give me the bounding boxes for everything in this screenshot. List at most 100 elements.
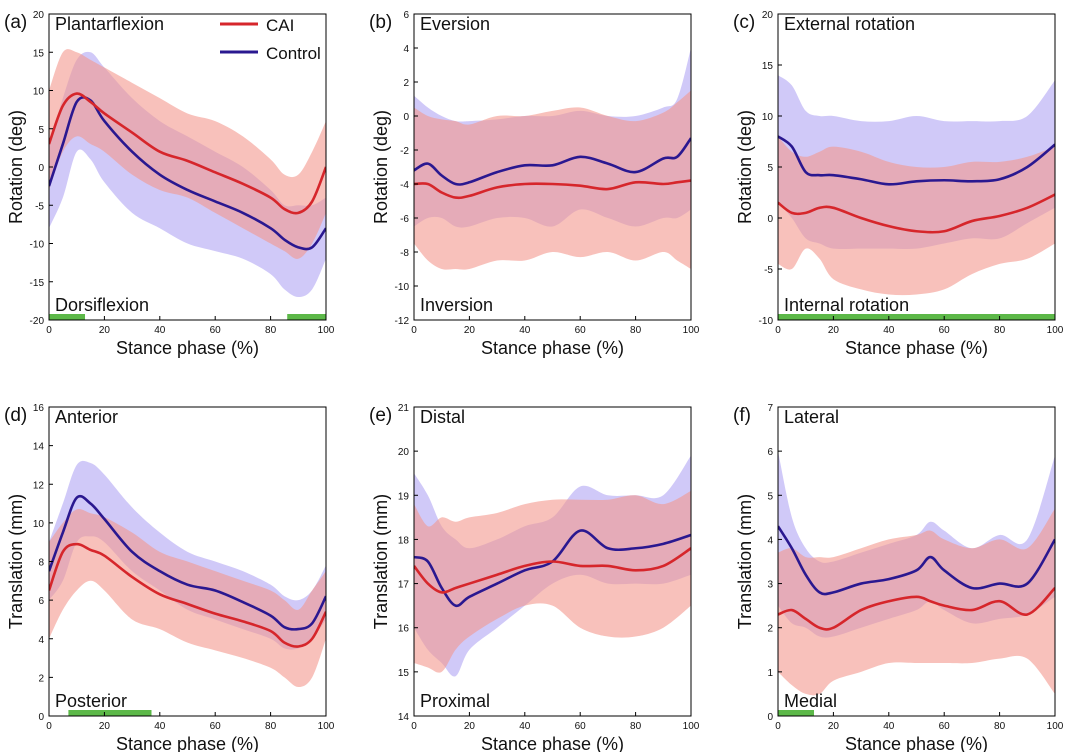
- x-tick-label: 100: [1047, 325, 1064, 336]
- plot-area: [414, 48, 691, 270]
- x-tick-label: 20: [99, 721, 111, 732]
- y-tick-label: -12: [395, 316, 410, 327]
- y-tick-label: -5: [764, 265, 773, 276]
- x-tick-label: 100: [318, 721, 335, 732]
- x-tick-label: 0: [775, 325, 781, 336]
- bottom-direction-label: Dorsiflexion: [55, 295, 149, 315]
- x-tick-label: 80: [630, 325, 642, 336]
- y-tick-label: -5: [35, 201, 44, 212]
- x-tick-label: 40: [154, 721, 166, 732]
- band-cai: [49, 508, 326, 688]
- axes-frame: [777, 406, 1056, 717]
- x-tick-label: 0: [46, 721, 52, 732]
- top-direction-label: External rotation: [784, 14, 915, 34]
- x-tick-label: 40: [519, 721, 531, 732]
- y-tick-label: 20: [33, 10, 45, 21]
- panel-c: -10 -5 0 5 10 15 20 0 20 40 60 80 100 Stance phase (%…: [733, 10, 1064, 358]
- x-tick-label: 100: [318, 325, 335, 336]
- y-tick-label: -10: [759, 316, 774, 327]
- legend-label-control: Control: [266, 44, 321, 63]
- x-axis-title: Stance phase (%): [481, 338, 624, 358]
- y-tick-label: 16: [398, 624, 410, 635]
- x-tick-label: 80: [994, 325, 1006, 336]
- line-cai: [414, 547, 691, 594]
- y-axis-title: Rotation (deg): [735, 110, 755, 224]
- top-direction-label: Distal: [420, 407, 465, 427]
- x-tick-label: 20: [99, 325, 111, 336]
- y-tick-label: 12: [33, 480, 45, 491]
- y-tick-label: 20: [762, 10, 774, 21]
- x-tick-label: 40: [154, 325, 166, 336]
- panel-letter: (a): [4, 12, 27, 33]
- y-tick-label: -8: [400, 248, 409, 259]
- x-axis-title: Stance phase (%): [845, 338, 988, 358]
- y-axis-title: Translation (mm): [735, 494, 755, 629]
- y-tick-label: 15: [398, 668, 410, 679]
- x-tick-label: 40: [883, 325, 895, 336]
- x-tick-label: 60: [575, 721, 587, 732]
- x-tick-label: 60: [210, 721, 222, 732]
- x-tick-label: 0: [411, 325, 417, 336]
- x-tick-label: 20: [828, 325, 840, 336]
- y-tick-label: 10: [762, 112, 774, 123]
- significance-bar: [287, 314, 326, 320]
- y-tick-label: 0: [403, 112, 409, 123]
- axes-frame: [413, 406, 692, 717]
- y-tick-label: -10: [395, 282, 410, 293]
- line-cai: [49, 542, 326, 648]
- x-tick-label: 80: [265, 325, 277, 336]
- bottom-direction-label: Proximal: [420, 691, 490, 711]
- y-tick-label: 0: [767, 214, 773, 225]
- line-cai: [778, 193, 1055, 234]
- legend-label-cai: CAI: [266, 16, 294, 35]
- y-tick-label: 10: [33, 87, 45, 98]
- line-control: [49, 494, 326, 631]
- y-tick-label: 4: [403, 44, 409, 55]
- bottom-direction-label: Medial: [784, 691, 837, 711]
- panel-d: 0 2 4 6 8 10 12 14 16 0 20 40 60 80 100 Stance phase (%…: [4, 403, 335, 752]
- y-axis-title: Translation (mm): [371, 494, 391, 629]
- y-tick-label: 7: [767, 403, 773, 414]
- x-tick-label: 100: [683, 325, 700, 336]
- line-cai: [414, 179, 691, 200]
- y-tick-label: 6: [403, 10, 409, 21]
- y-tick-label: -15: [30, 278, 45, 289]
- x-tick-label: 60: [210, 325, 222, 336]
- y-tick-label: 19: [398, 491, 410, 502]
- x-tick-label: 20: [464, 721, 476, 732]
- y-tick-label: -20: [30, 316, 45, 327]
- x-tick-label: 80: [994, 721, 1006, 732]
- y-tick-label: 14: [398, 712, 410, 723]
- band-cai: [414, 490, 691, 673]
- y-axis-title: Rotation (deg): [6, 110, 26, 224]
- x-tick-label: 20: [828, 721, 840, 732]
- y-tick-label: -6: [400, 214, 409, 225]
- y-tick-label: 2: [403, 78, 409, 89]
- significance-bar: [68, 710, 152, 716]
- x-tick-label: 60: [939, 325, 951, 336]
- y-tick-label: 5: [38, 125, 44, 136]
- y-tick-label: 0: [38, 712, 44, 723]
- x-axis-title: Stance phase (%): [116, 734, 259, 752]
- y-tick-label: 5: [767, 491, 773, 502]
- y-tick-label: 0: [767, 712, 773, 723]
- band-cai: [414, 90, 691, 270]
- x-tick-label: 0: [411, 721, 417, 732]
- y-tick-label: 6: [767, 447, 773, 458]
- line-control: [778, 525, 1055, 596]
- y-tick-label: 4: [767, 535, 773, 546]
- line-control: [49, 95, 326, 251]
- line-control: [414, 529, 691, 608]
- x-tick-label: 40: [519, 325, 531, 336]
- x-tick-label: 60: [939, 721, 951, 732]
- x-tick-label: 100: [1047, 721, 1064, 732]
- bottom-direction-label: Internal rotation: [784, 295, 909, 315]
- legend: CAI Control: [220, 16, 321, 63]
- y-tick-label: 17: [398, 580, 410, 591]
- axes-frame: [413, 13, 692, 321]
- y-tick-label: 1: [767, 668, 773, 679]
- y-tick-label: 8: [38, 558, 44, 569]
